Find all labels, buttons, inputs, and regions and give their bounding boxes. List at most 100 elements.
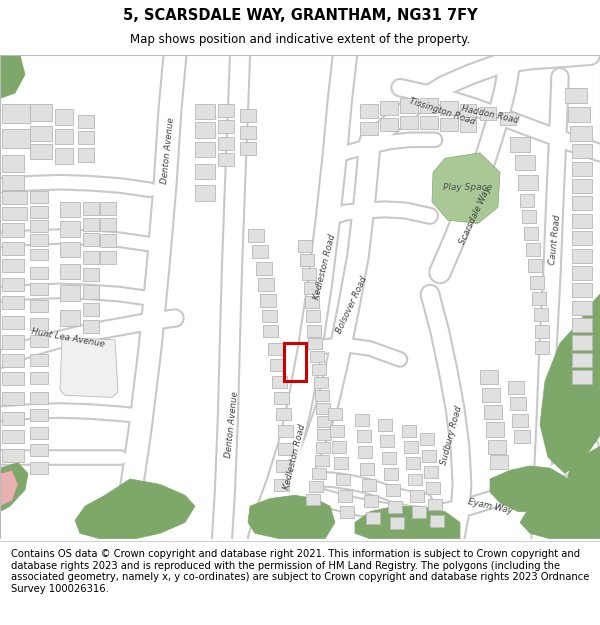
Polygon shape — [274, 392, 289, 404]
Polygon shape — [330, 424, 344, 437]
Polygon shape — [2, 372, 24, 386]
Polygon shape — [2, 224, 24, 236]
Polygon shape — [270, 359, 285, 371]
Polygon shape — [480, 107, 496, 120]
Polygon shape — [440, 118, 458, 131]
Text: Sudbury Road: Sudbury Road — [440, 405, 464, 466]
Polygon shape — [100, 251, 116, 264]
Polygon shape — [572, 161, 592, 176]
Polygon shape — [360, 104, 378, 118]
Polygon shape — [572, 353, 592, 367]
Polygon shape — [302, 268, 316, 280]
Polygon shape — [0, 55, 25, 99]
Polygon shape — [422, 449, 436, 462]
Text: Scarsdale Way: Scarsdale Way — [458, 186, 493, 246]
Polygon shape — [524, 227, 538, 240]
Polygon shape — [400, 116, 418, 129]
Polygon shape — [30, 283, 48, 295]
Polygon shape — [30, 191, 48, 203]
Polygon shape — [520, 194, 534, 208]
Polygon shape — [2, 104, 30, 124]
Polygon shape — [404, 441, 418, 453]
Polygon shape — [78, 149, 94, 161]
Polygon shape — [2, 129, 30, 149]
Polygon shape — [100, 202, 116, 215]
Polygon shape — [195, 186, 215, 201]
Polygon shape — [428, 499, 442, 511]
Polygon shape — [2, 430, 24, 443]
Polygon shape — [248, 229, 264, 242]
Polygon shape — [195, 142, 215, 157]
Polygon shape — [75, 479, 195, 539]
Polygon shape — [195, 164, 215, 179]
Polygon shape — [508, 381, 524, 394]
Polygon shape — [518, 174, 538, 190]
Polygon shape — [336, 474, 350, 486]
Polygon shape — [83, 202, 99, 215]
Polygon shape — [315, 390, 329, 401]
Polygon shape — [488, 440, 506, 454]
Polygon shape — [218, 153, 234, 166]
Polygon shape — [510, 398, 526, 411]
Text: Caunt Road: Caunt Road — [548, 214, 562, 266]
Polygon shape — [386, 484, 400, 496]
Polygon shape — [432, 153, 500, 224]
Polygon shape — [55, 109, 73, 124]
Polygon shape — [420, 433, 434, 445]
Polygon shape — [424, 466, 438, 478]
Polygon shape — [306, 311, 320, 322]
Polygon shape — [218, 104, 234, 117]
Text: Denton Avenue: Denton Avenue — [224, 391, 240, 458]
Text: Bolsover Road: Bolsover Road — [335, 275, 369, 335]
Polygon shape — [30, 372, 48, 384]
Polygon shape — [306, 494, 320, 505]
Polygon shape — [420, 99, 438, 112]
Polygon shape — [572, 196, 592, 211]
Text: Kedleston Road: Kedleston Road — [313, 233, 337, 301]
Polygon shape — [317, 416, 331, 427]
Polygon shape — [304, 282, 318, 294]
Polygon shape — [278, 424, 293, 437]
Polygon shape — [2, 392, 24, 405]
Polygon shape — [572, 301, 592, 315]
Polygon shape — [480, 370, 498, 384]
Polygon shape — [380, 436, 394, 447]
Polygon shape — [78, 131, 94, 144]
Polygon shape — [366, 512, 380, 524]
Polygon shape — [572, 370, 592, 384]
Polygon shape — [316, 442, 330, 453]
Text: Hunt Lea Avenue: Hunt Lea Avenue — [31, 327, 105, 349]
Polygon shape — [0, 470, 18, 506]
Polygon shape — [535, 341, 549, 354]
Polygon shape — [30, 427, 48, 439]
Polygon shape — [263, 324, 278, 336]
Text: Haddon Road: Haddon Road — [461, 104, 520, 125]
Polygon shape — [570, 126, 592, 141]
Polygon shape — [195, 104, 215, 119]
Polygon shape — [78, 115, 94, 128]
Polygon shape — [565, 88, 587, 103]
Polygon shape — [382, 452, 396, 464]
Polygon shape — [2, 259, 24, 272]
Polygon shape — [317, 429, 331, 440]
Polygon shape — [30, 206, 48, 218]
Text: Map shows position and indicative extent of the property.: Map shows position and indicative extent… — [130, 33, 470, 46]
Polygon shape — [426, 482, 440, 494]
Text: Kedleston Road: Kedleston Road — [283, 424, 307, 491]
Polygon shape — [2, 155, 24, 172]
Polygon shape — [30, 318, 48, 330]
Polygon shape — [218, 136, 234, 149]
Polygon shape — [260, 294, 276, 308]
Polygon shape — [30, 104, 52, 121]
Polygon shape — [384, 468, 398, 480]
Polygon shape — [408, 474, 422, 486]
Polygon shape — [412, 506, 426, 518]
Polygon shape — [30, 392, 48, 404]
Polygon shape — [316, 403, 330, 414]
Polygon shape — [240, 109, 256, 123]
Polygon shape — [60, 286, 80, 301]
Polygon shape — [248, 495, 335, 539]
Polygon shape — [515, 155, 535, 170]
Polygon shape — [298, 240, 312, 252]
Polygon shape — [83, 218, 99, 231]
